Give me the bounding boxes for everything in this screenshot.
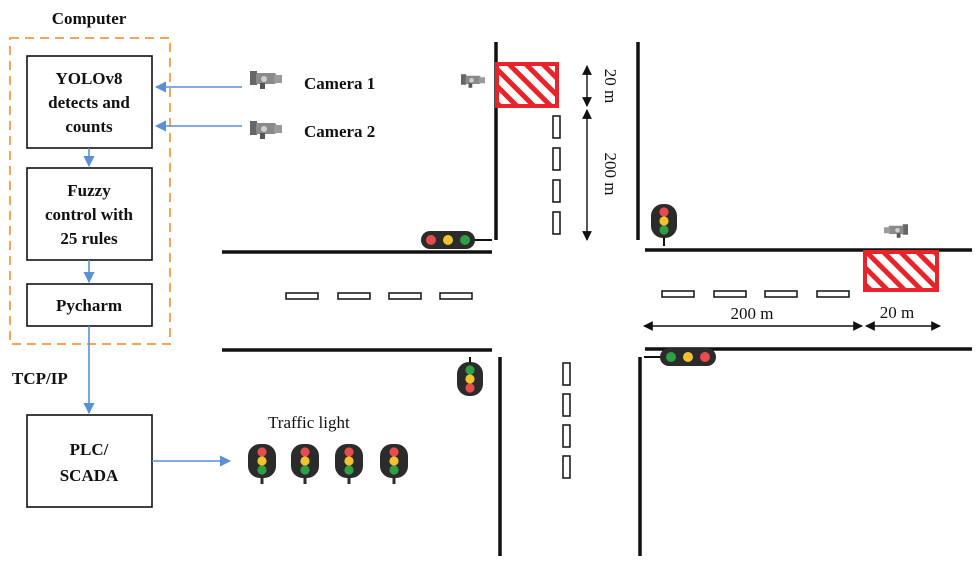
camera-2-icon: [250, 121, 282, 139]
yolo-line-1: YOLOv8: [55, 69, 122, 88]
camera-2-label: Camera 2: [304, 122, 375, 141]
north-camera-icon: [461, 74, 485, 88]
road-edges: [222, 42, 972, 556]
southeast-traffic-light-icon: [644, 348, 716, 366]
lane-markings: [285, 115, 850, 479]
traffic-light-2-icon: [291, 444, 319, 484]
fuzzy-box: [26, 167, 153, 261]
yolo-line-3: counts: [65, 117, 113, 136]
computer-boundary: [9, 37, 171, 345]
plc-line-1: PLC/: [70, 440, 109, 459]
east-camera-icon: [884, 224, 908, 238]
northeast-traffic-light-icon: [651, 204, 677, 246]
east-approach-distance: 200 m: [731, 304, 774, 323]
north-zone-distance: 20 m: [601, 69, 620, 103]
east-detection-zone: [863, 250, 939, 292]
traffic-light-1-icon: [248, 444, 276, 484]
north-approach-distance: 200 m: [601, 153, 620, 196]
plc-box: [26, 414, 153, 508]
pycharm-label: Pycharm: [56, 296, 122, 315]
computer-title: Computer: [52, 9, 127, 28]
camera-1-label: Camera 1: [304, 74, 375, 93]
plc-line-2: SCADA: [60, 466, 119, 485]
camera-1-icon: [250, 71, 282, 89]
fuzzy-line-2: control with: [45, 205, 134, 224]
yolo-line-2: detects and: [48, 93, 130, 112]
fuzzy-line-3: 25 rules: [60, 229, 118, 248]
southwest-traffic-light-icon: [457, 357, 483, 396]
traffic-light-label: Traffic light: [268, 413, 350, 432]
northwest-traffic-light-icon: [421, 231, 492, 249]
tcpip-label: TCP/IP: [12, 369, 68, 388]
fuzzy-line-1: Fuzzy: [67, 181, 111, 200]
traffic-light-4-icon: [380, 444, 408, 484]
east-zone-distance: 20 m: [880, 303, 914, 322]
yolo-box: [26, 55, 153, 149]
traffic-light-3-icon: [335, 444, 363, 484]
north-detection-zone: [495, 62, 559, 108]
